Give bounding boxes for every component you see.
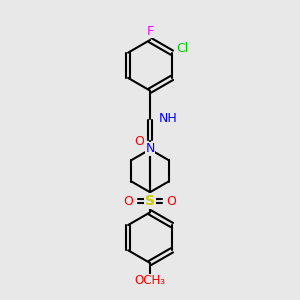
Text: OCH₃: OCH₃ <box>134 274 166 287</box>
Text: O: O <box>124 195 134 208</box>
Text: NH: NH <box>158 112 177 125</box>
Text: Cl: Cl <box>176 42 188 55</box>
Text: F: F <box>146 25 154 38</box>
Text: O: O <box>167 195 176 208</box>
Text: S: S <box>145 194 155 208</box>
Text: O: O <box>134 135 144 148</box>
Text: N: N <box>145 142 155 155</box>
